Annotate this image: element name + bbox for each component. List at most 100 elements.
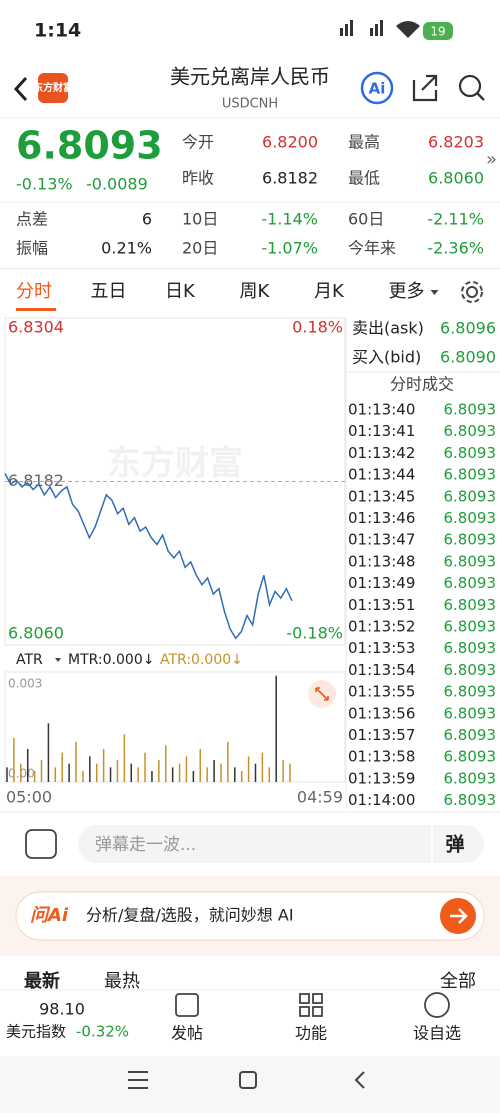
book-ask-label: 卖出(ask) [352,319,424,338]
trade-time: 01:13:42 [348,444,415,462]
trade-price: 6.8093 [444,596,497,614]
indicator-legend: ATR:0.000↓ [160,652,243,668]
change-pct: -0.13% [16,175,73,194]
stat-label: 10日 [182,210,218,229]
trade-time: 01:13:49 [348,574,415,592]
trade-price: 6.8093 [444,422,497,440]
recent-apps[interactable] [128,1071,148,1089]
stat-value: -2.11% [427,210,484,229]
trade-price: 6.8093 [444,639,497,657]
trade-time: 01:13:48 [348,552,415,570]
back-nav[interactable] [354,1071,365,1089]
stat-value: 6.8200 [262,133,318,152]
home-button[interactable] [239,1071,257,1089]
nav-item[interactable]: 设自选 [413,1024,461,1043]
trade-time: 01:13:53 [348,639,415,657]
ai-label: Ai [369,80,386,98]
trade-price: 6.8093 [444,726,497,744]
stat-label: 昨收 [182,169,214,188]
indicator-name[interactable]: ATR [16,652,43,668]
stat-value: 6.8182 [262,169,318,188]
index-pct: -0.32% [76,1023,129,1041]
signal-icons [340,20,420,38]
y-tick-label: 6.8060 [8,624,64,643]
trade-time: 01:13:41 [348,422,415,440]
trade-time: 01:13:54 [348,661,415,679]
feed-tab[interactable]: 全部 [440,971,476,992]
trade-price: 6.8093 [444,552,497,570]
arrow-icon [450,908,468,924]
nav-item[interactable]: 发帖 [171,1024,203,1043]
trade-price: 6.8093 [444,509,497,527]
last-price: 6.8093 [16,124,163,168]
trade-time: 01:13:57 [348,726,415,744]
x-label: 05:00 [6,788,52,807]
stat-value: -1.14% [261,210,318,229]
price-line [4,473,293,640]
dropdown-caret [430,290,439,295]
trade-price: 6.8093 [444,791,497,809]
index-name: 美元指数 [6,1023,66,1041]
comment-placeholder: 弹幕走一波... [95,835,196,855]
comment-input[interactable] [78,825,484,863]
feed-tab[interactable]: 最新 [24,970,60,992]
banner-brand: 问Ai [30,905,69,926]
stat-label: 20日 [182,239,218,258]
trade-time: 01:13:47 [348,531,415,549]
stat-label: 点差 [16,210,48,229]
symbol-code: USDCNH [222,97,278,112]
back-button[interactable] [13,76,28,102]
chart-tab[interactable]: 五日 [91,281,127,302]
trade-time: 01:14:00 [348,791,415,809]
trade-price: 6.8093 [444,748,497,766]
comment-icon[interactable] [25,829,57,859]
fullscreen-icon [315,687,329,701]
stat-label: 今开 [182,133,214,152]
trade-time: 01:13:55 [348,683,415,701]
trade-price: 6.8093 [444,769,497,787]
pct-label: 0.18% [292,318,343,337]
system-nav [0,1056,500,1113]
index-value: 98.10 [39,1000,85,1019]
feature-icon [299,993,323,1017]
watchlist-icon [424,992,450,1018]
battery-level: 19 [430,25,445,39]
chart-tab[interactable]: 日K [165,281,196,302]
feed-tab[interactable]: 最热 [104,971,140,992]
stat-value: -2.36% [427,239,484,258]
banner-text: 分析/复盘/选股，就问妙想 AI [86,906,294,925]
expand[interactable]: » [486,149,497,170]
share-button[interactable] [412,74,438,102]
ai-banner[interactable] [15,891,485,941]
watermark: 东方财富 [107,444,243,484]
trade-time: 01:13:56 [348,704,415,722]
chart-tab[interactable]: 周K [240,281,271,302]
trade-time: 01:13:40 [348,401,415,419]
x-label: 04:59 [297,788,343,807]
y-tick-label: 0.003 [8,677,42,691]
trade-price: 6.8093 [444,661,497,679]
stat-value: 6.8060 [428,169,484,188]
settings-icon[interactable] [461,281,483,303]
danmaku-button[interactable]: 弹 [445,833,464,856]
ai-button[interactable] [360,71,394,105]
trade-time: 01:13:46 [348,509,415,527]
trade-price: 6.8093 [444,618,497,636]
stat-label: 最低 [348,169,380,188]
nav-item[interactable]: 功能 [295,1024,327,1043]
trades-title: 分时成交 [390,375,454,394]
chart-tab[interactable]: 更多 [389,281,425,302]
search-button[interactable] [458,74,482,98]
dropdown-caret [55,658,61,662]
chart-tab[interactable]: 分时 [16,281,52,302]
chart-tab[interactable]: 月K [314,281,345,302]
stat-label: 最高 [348,133,380,152]
post-icon [175,993,199,1017]
pct-label: -0.18% [286,624,343,643]
book-bid-label: 买入(bid) [352,348,421,367]
trade-price: 6.8093 [444,466,497,484]
y-tick-label: 6.8304 [8,318,64,337]
change: -0.0089 [86,175,148,194]
trade-price: 6.8093 [444,683,497,701]
